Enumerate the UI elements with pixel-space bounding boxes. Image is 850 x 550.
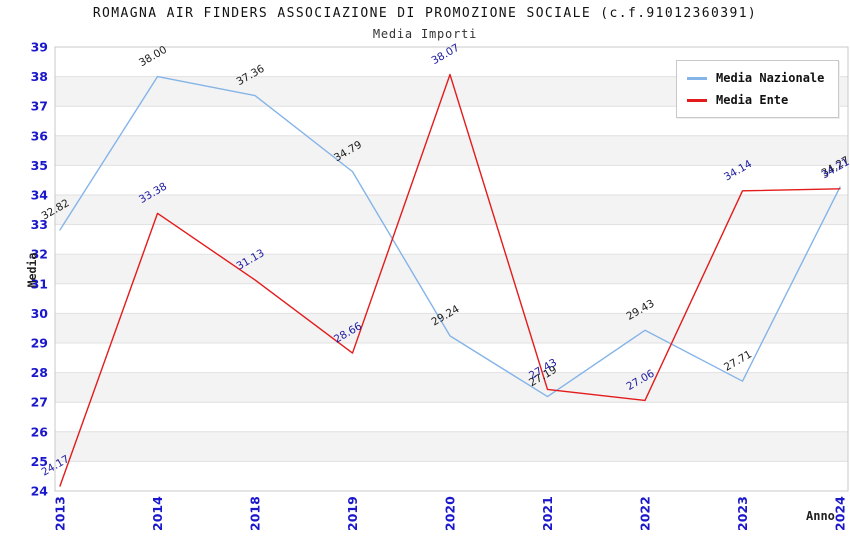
svg-text:2014: 2014 <box>150 496 165 531</box>
svg-text:26: 26 <box>31 424 49 439</box>
legend-item-ente: Media Ente <box>687 93 824 107</box>
svg-text:25: 25 <box>31 454 48 469</box>
svg-text:38: 38 <box>31 69 48 84</box>
svg-text:30: 30 <box>31 306 49 321</box>
svg-text:28: 28 <box>31 365 48 380</box>
svg-text:35: 35 <box>31 158 48 173</box>
svg-text:37: 37 <box>31 99 48 114</box>
svg-text:33: 33 <box>31 217 48 232</box>
chart-title: ROMAGNA AIR FINDERS ASSOCIAZIONE DI PROM… <box>92 6 758 21</box>
x-axis-title: Anno <box>806 509 835 523</box>
svg-text:2019: 2019 <box>345 496 360 531</box>
y-axis-title: Media <box>25 252 39 288</box>
svg-text:2023: 2023 <box>735 496 750 531</box>
svg-text:39: 39 <box>31 40 48 55</box>
svg-text:2021: 2021 <box>540 496 555 531</box>
legend: Media Nazionale Media Ente <box>676 60 840 118</box>
svg-text:2024: 2024 <box>833 496 848 531</box>
svg-text:31: 31 <box>31 276 48 291</box>
legend-item-nazionale: Media Nazionale <box>687 71 824 85</box>
svg-text:2018: 2018 <box>248 496 263 531</box>
svg-text:27: 27 <box>31 395 48 410</box>
svg-text:36: 36 <box>31 128 49 143</box>
media-ente-line-swatch <box>687 98 707 102</box>
svg-text:2020: 2020 <box>443 496 458 531</box>
svg-text:2022: 2022 <box>638 496 653 531</box>
svg-text:29: 29 <box>31 336 48 351</box>
svg-text:2013: 2013 <box>53 496 68 531</box>
legend-label-ente: Media Ente <box>716 93 789 107</box>
media-nazionale-line-swatch <box>687 76 707 80</box>
svg-text:32: 32 <box>31 247 48 262</box>
svg-text:24: 24 <box>31 484 49 499</box>
chart-subtitle: Media Importi <box>372 27 478 41</box>
legend-label-nazionale: Media Nazionale <box>716 71 825 85</box>
svg-text:34: 34 <box>31 188 49 203</box>
